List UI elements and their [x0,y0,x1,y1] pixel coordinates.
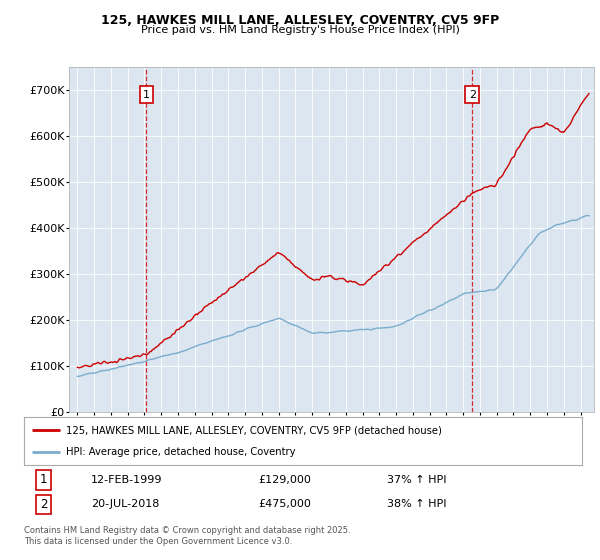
Text: £129,000: £129,000 [259,475,311,485]
Text: 12-FEB-1999: 12-FEB-1999 [91,475,163,485]
Text: 1: 1 [143,90,150,100]
Text: 2: 2 [469,90,476,100]
Text: HPI: Average price, detached house, Coventry: HPI: Average price, detached house, Cove… [66,447,295,457]
Text: 1: 1 [40,473,47,486]
Text: Price paid vs. HM Land Registry's House Price Index (HPI): Price paid vs. HM Land Registry's House … [140,25,460,35]
Text: 125, HAWKES MILL LANE, ALLESLEY, COVENTRY, CV5 9FP: 125, HAWKES MILL LANE, ALLESLEY, COVENTR… [101,14,499,27]
Text: 20-JUL-2018: 20-JUL-2018 [91,500,160,510]
Text: 2: 2 [40,498,47,511]
Text: 38% ↑ HPI: 38% ↑ HPI [387,500,446,510]
Text: £475,000: £475,000 [259,500,311,510]
Text: 125, HAWKES MILL LANE, ALLESLEY, COVENTRY, CV5 9FP (detached house): 125, HAWKES MILL LANE, ALLESLEY, COVENTR… [66,425,442,435]
Text: Contains HM Land Registry data © Crown copyright and database right 2025.
This d: Contains HM Land Registry data © Crown c… [24,526,350,546]
Text: 37% ↑ HPI: 37% ↑ HPI [387,475,446,485]
